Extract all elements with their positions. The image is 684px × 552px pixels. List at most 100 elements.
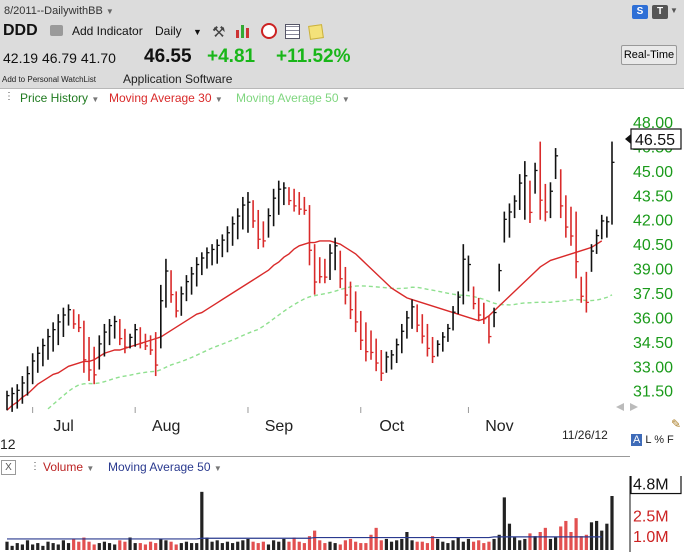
tab-title[interactable]: 8/2011--DailywithBB ▼ <box>4 5 114 17</box>
volume-bar <box>241 540 245 550</box>
ctrl-a[interactable]: A <box>631 434 643 446</box>
draw-tools-icon[interactable]: ⚒ <box>212 24 226 41</box>
ctrl-pct[interactable]: % <box>654 434 664 446</box>
volume-bar <box>61 540 65 550</box>
volume-bar <box>236 541 240 550</box>
volume-tick-label: 1.0M <box>633 529 669 546</box>
open-value: 42.19 <box>3 50 39 66</box>
legend-ma50[interactable]: Moving Average 50 ▼ <box>236 91 350 105</box>
volume-bar <box>559 526 563 550</box>
low-value: 41.70 <box>80 50 116 66</box>
volume-bar <box>354 541 358 550</box>
chevron-down-icon: ▼ <box>86 464 95 473</box>
volume-tick-label: 2.5M <box>633 508 669 525</box>
price-tick-label: 39.00 <box>633 262 673 279</box>
note-icon[interactable] <box>308 24 324 40</box>
volume-bar <box>323 543 327 550</box>
print-icon[interactable] <box>50 25 63 36</box>
realtime-button[interactable]: Real-Time <box>621 45 677 65</box>
volume-bar <box>384 538 389 550</box>
volume-bar <box>31 544 35 550</box>
volume-bar <box>466 538 471 550</box>
volume-bar <box>210 541 214 550</box>
close-volume-button[interactable]: X <box>1 460 16 475</box>
volume-bar <box>313 530 317 550</box>
alarm-clock-icon[interactable] <box>261 23 277 39</box>
expand-icon[interactable]: ⋮ <box>30 461 40 472</box>
volume-bar <box>302 543 306 550</box>
volume-bar <box>46 541 50 550</box>
volume-bar <box>169 541 173 550</box>
volume-bar <box>456 537 460 550</box>
volume-bar <box>77 541 81 550</box>
volume-bar <box>610 496 614 550</box>
price-y-axis: 48.0046.5045.0043.5042.0040.5039.0037.50… <box>633 115 673 401</box>
volume-bar <box>548 538 553 550</box>
volume-bar <box>184 541 189 550</box>
volume-bar <box>410 540 414 550</box>
toolbar <box>0 0 684 89</box>
volume-legend: X ⋮ Volume ▼ Moving Average 50 ▼ <box>0 460 630 476</box>
scroll-right-arrow[interactable] <box>616 403 638 411</box>
volume-chart[interactable]: 4.8M 2.5M 1.0M <box>0 476 684 552</box>
volume-tick-label: 4.8M <box>633 477 669 494</box>
add-indicator-button[interactable]: Add Indicator <box>72 24 143 38</box>
current-volume-box <box>630 476 682 495</box>
grid-calc-icon[interactable] <box>285 24 300 39</box>
volume-bar <box>128 537 132 550</box>
chevron-down-icon[interactable]: ▼ <box>670 6 678 15</box>
period-value: Daily <box>155 24 182 38</box>
chevron-down-icon: ▼ <box>213 464 222 473</box>
volume-bar <box>41 545 45 550</box>
volume-bar <box>154 543 158 550</box>
volume-bar <box>10 545 14 550</box>
price-tick-label: 48.00 <box>633 115 673 132</box>
price-x-label: Aug <box>152 418 180 435</box>
legend-price-history[interactable]: Price History ▼ <box>20 91 99 105</box>
volume-bar <box>36 543 40 550</box>
volume-bar <box>446 543 450 550</box>
expand-icon[interactable]: ⋮ <box>4 91 14 102</box>
legend-ma30[interactable]: Moving Average 30 ▼ <box>109 91 223 105</box>
ctrl-l[interactable]: L <box>645 434 652 446</box>
volume-bar <box>256 543 260 550</box>
symbol-label[interactable]: DDD <box>3 22 38 39</box>
volume-bar <box>102 541 107 550</box>
price-tick-label: 33.00 <box>633 359 673 376</box>
legend-ma50-volume[interactable]: Moving Average 50 ▼ <box>108 460 222 474</box>
volume-bar <box>389 541 394 550</box>
ohlc-values: 42.19 46.79 41.70 <box>3 50 116 66</box>
price-chart[interactable]: 48.0046.5045.0043.5042.0040.5039.0037.50… <box>0 107 684 447</box>
price-x-label: Oct <box>379 418 404 435</box>
badge-s[interactable]: S <box>632 5 648 19</box>
industry-label[interactable]: Application Software <box>123 72 233 86</box>
price-tick-label: 34.50 <box>633 335 673 352</box>
volume-bar <box>436 538 440 550</box>
price-x-label: Sep <box>265 418 294 435</box>
volume-bar <box>584 534 588 550</box>
legend-volume[interactable]: Volume ▼ <box>43 460 94 474</box>
volume-bar <box>179 543 183 550</box>
legend-ma50-label: Moving Average 50 <box>236 91 339 105</box>
pencil-icon[interactable]: ✎ <box>671 417 682 431</box>
ctrl-f[interactable]: F <box>667 434 674 446</box>
volume-bar <box>359 543 363 550</box>
chart-type-icon[interactable] <box>236 24 252 38</box>
price-tick-label: 37.50 <box>633 286 673 303</box>
close-icon: X <box>5 462 12 473</box>
volume-bar <box>5 541 9 550</box>
period-select[interactable]: Daily ▼ <box>155 24 202 38</box>
volume-bar <box>430 536 435 550</box>
volume-bar <box>195 543 199 550</box>
volume-bar <box>523 538 527 550</box>
price-tick-label: 42.00 <box>633 213 673 230</box>
volume-bar <box>343 540 347 550</box>
volume-ma50-line <box>7 536 602 540</box>
volume-bar <box>189 543 194 550</box>
add-to-watchlist-link[interactable]: Add to Personal WatchList <box>2 75 96 84</box>
volume-bar <box>379 540 383 550</box>
volume-bar <box>518 540 522 550</box>
volume-bar <box>215 540 219 550</box>
volume-bar <box>307 536 312 550</box>
badge-t[interactable]: T <box>652 5 668 19</box>
